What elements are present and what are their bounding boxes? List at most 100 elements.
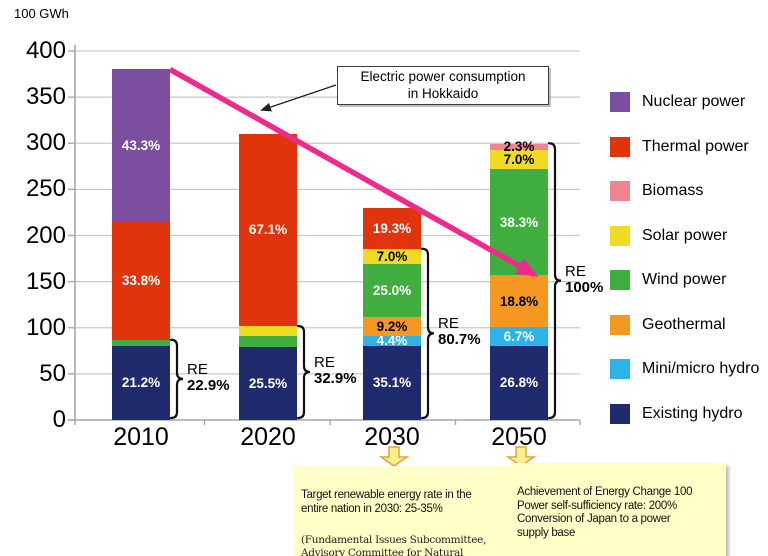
legend-swatch-solar-power (610, 225, 630, 246)
y-tick-label-50: 50 (39, 359, 66, 387)
legend-label: Mini/micro hydro (642, 360, 760, 377)
segment-value-label: 43.3% (121, 137, 161, 153)
note-2050: Achievement of Energy Change 100 Power s… (510, 463, 726, 556)
bar-2030-segment-existing-hydro: 35.1% (363, 345, 421, 420)
legend-item-solar-power: Solar power (610, 225, 759, 246)
legend-label: Thermal power (642, 137, 749, 155)
legend-swatch-mini-micro-hydro (610, 359, 630, 379)
bar-2050-segment-biomass: 2.3% (490, 139, 548, 154)
re-percentage: 32.9% (314, 369, 357, 387)
bar-2030-segment-geothermal: 9.2% (363, 316, 421, 337)
segment-value-label: 4.4% (376, 333, 408, 349)
y-tick-label-300: 300 (25, 129, 66, 157)
bar-2050-segment-existing-hydro: 26.8% (490, 345, 548, 420)
y-tick-label-250: 250 (25, 175, 66, 203)
legend-label: Existing hydro (642, 404, 743, 422)
re-share-label-2010: RE 22.9% (187, 360, 230, 394)
re-brace-2020 (296, 324, 311, 420)
segment-value-label: 67.1% (248, 222, 288, 238)
note-2030-text: Target renewable energy rate in the enti… (301, 489, 472, 515)
bar-2050-segment-solar-power: 7.0% (490, 149, 548, 170)
bar-2030-segment-mini-micro-hydro: 4.4% (363, 333, 421, 349)
bar-2020-segment-existing-hydro: 25.5% (239, 347, 297, 420)
legend-label: Nuclear power (642, 93, 746, 110)
legend-item-wind-power: Wind power (610, 270, 759, 290)
segment-value-label: 18.8% (499, 293, 539, 309)
consumption-trend-arrow (168, 67, 539, 277)
re-share-label-2020: RE 32.9% (314, 353, 357, 387)
y-tick-label-350: 350 (25, 83, 66, 111)
segment-value-label: 35.1% (372, 375, 412, 391)
y-tick-label-100: 100 (25, 313, 66, 341)
x-axis-label-2020: 2020 (240, 423, 296, 451)
y-tick-label-0: 0 (52, 406, 66, 433)
legend-item-biomass: Biomass (610, 181, 759, 201)
bar-2030-segment-thermal-power: 19.3% (363, 207, 421, 249)
segment-value-label: 38.3% (499, 214, 539, 230)
segment-value-label: 2.3% (503, 139, 535, 155)
legend-item-nuclear-power: Nuclear power (610, 92, 759, 112)
bar-2020-segment-thermal-power: 67.1% (239, 134, 297, 326)
x-axis-label-2010: 2010 (113, 423, 169, 451)
segment-value-label: 7.0% (376, 248, 408, 264)
callout-pointer-arrow (260, 84, 337, 112)
segment-value-label: 19.3% (372, 220, 412, 236)
segment-value-label: 33.8% (121, 272, 161, 288)
y-tick-label-400: 400 (25, 37, 66, 64)
segment-value-label: 7.0% (503, 152, 535, 168)
x-axis-label-2030: 2030 (364, 423, 420, 451)
legend-label: Solar power (642, 226, 728, 244)
segment-value-label: 9.2% (376, 318, 408, 334)
bar-2050-segment-mini-micro-hydro: 6.7% (490, 327, 548, 346)
bar-2050-segment-geothermal: 18.8% (490, 275, 548, 328)
legend-label: Geothermal (642, 315, 726, 333)
bar-2010-segment-wind-power (112, 339, 170, 346)
consumption-callout: Electric power consumption in Hokkaido (337, 66, 549, 105)
legend: Nuclear power Thermal power Biomass Solar p… (610, 92, 759, 448)
legend-swatch-existing-hydro (610, 403, 630, 424)
segment-value-label: 25.0% (372, 282, 412, 298)
segment-value-label: 25.5% (248, 376, 288, 392)
re-abbrev: RE (565, 262, 586, 280)
bar-2030-segment-solar-power: 7.0% (363, 249, 421, 264)
bar-2010-segment-existing-hydro: 21.2% (112, 345, 170, 420)
y-axis-unit-label: 100 GWh (14, 6, 69, 21)
segment-value-label: 6.7% (503, 329, 535, 345)
legend-item-thermal-power: Thermal power (610, 136, 759, 157)
re-share-label-2050: RE 100% (565, 262, 604, 296)
re-abbrev: RE (314, 353, 335, 371)
bar-2010-segment-thermal-power: 33.8% (112, 221, 170, 340)
re-brace-2030 (420, 247, 435, 420)
legend-swatch-geothermal (610, 314, 630, 335)
bar-2020-segment-solar-power (239, 325, 297, 336)
bar-2020-segment-wind-power (239, 335, 297, 348)
re-percentage: 100% (565, 278, 604, 296)
x-axis-label-2050: 2050 (491, 423, 547, 451)
segment-value-label: 21.2% (121, 375, 161, 391)
re-abbrev: RE (438, 315, 459, 333)
legend-item-geothermal: Geothermal (610, 314, 759, 335)
legend-label: Biomass (642, 182, 704, 199)
re-brace-2050 (547, 142, 562, 420)
legend-label: Wind power (642, 271, 727, 288)
note-2050-text: Achievement of Energy Change 100 Power s… (517, 486, 693, 539)
legend-swatch-nuclear-power (610, 92, 630, 112)
legend-item-mini-micro-hydro: Mini/micro hydro (610, 359, 759, 379)
y-tick-label-200: 200 (25, 221, 66, 249)
re-percentage: 22.9% (187, 376, 230, 394)
note-2030-source: (Fundamental Issues Subcommittee, Adviso… (301, 534, 487, 556)
down-arrow-2050 (505, 446, 537, 467)
re-share-label-2030: RE 80.7% (438, 316, 481, 348)
bar-2030-segment-wind-power: 25.0% (363, 263, 421, 317)
legend-swatch-wind-power (610, 270, 630, 290)
down-arrow-2030 (378, 446, 410, 467)
segment-value-label: 26.8% (499, 375, 539, 391)
re-brace-2010 (169, 338, 184, 420)
legend-swatch-thermal-power (610, 136, 630, 157)
y-tick-label-150: 150 (25, 267, 66, 295)
legend-swatch-biomass (610, 181, 630, 201)
re-abbrev: RE (187, 360, 208, 378)
